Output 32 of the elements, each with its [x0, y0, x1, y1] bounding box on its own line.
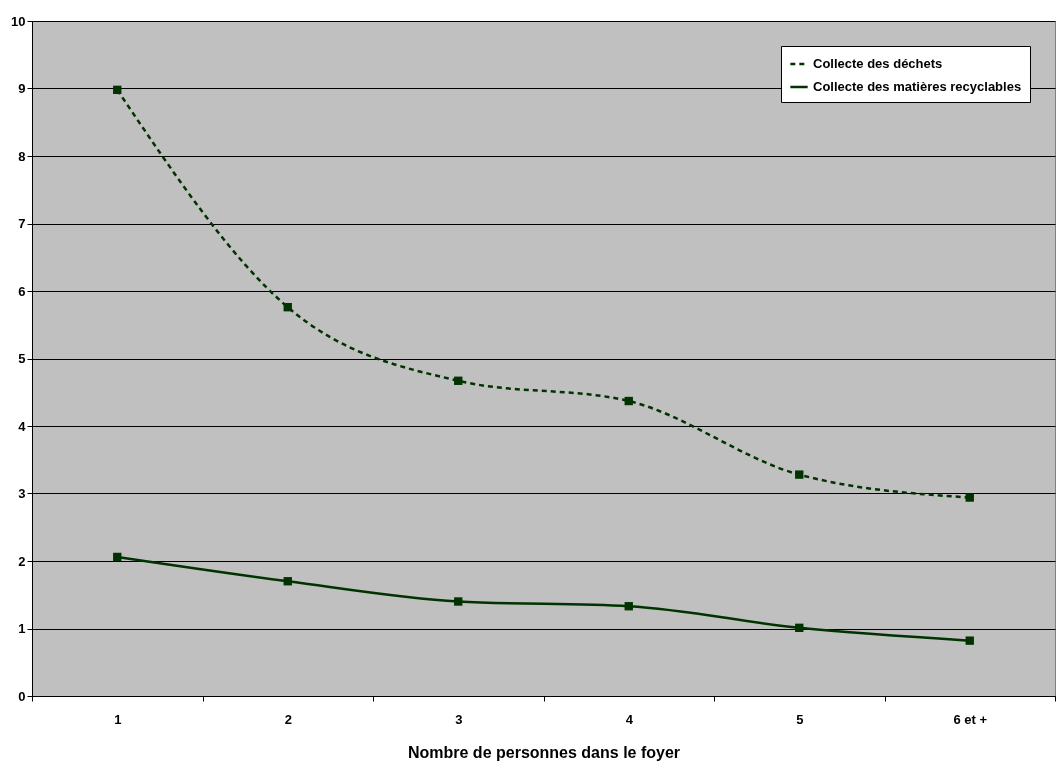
x-tick-label: 1: [114, 711, 122, 727]
x-tick-label: 4: [625, 711, 634, 727]
y-tick-label: 10: [11, 13, 26, 29]
x-tick-label: 5: [796, 711, 804, 727]
y-tick-label: 3: [18, 486, 26, 501]
x-tick-label: 6 et +: [953, 711, 988, 727]
y-tick-label: 8: [18, 148, 26, 164]
legend-label: Collecte des déchets: [813, 56, 943, 71]
x-tick-label: 2: [284, 711, 292, 727]
y-tick-label: 4: [18, 418, 27, 434]
point: [624, 396, 633, 406]
legend-label: Collecte des matières recyclables: [813, 79, 1022, 94]
point: [795, 623, 804, 633]
y-tick-label: 1: [18, 621, 26, 636]
y-tick-label: 6: [18, 283, 26, 299]
x-tick-label: 3: [455, 711, 463, 727]
y-tick-label: 5: [18, 351, 26, 366]
point: [795, 470, 804, 479]
point: [283, 577, 292, 586]
y-tick-label: 7: [18, 216, 26, 231]
point: [624, 602, 633, 611]
y-tick-label: 2: [18, 553, 26, 569]
y-tick-label: 0: [18, 688, 26, 704]
point: [965, 493, 974, 502]
point: [454, 376, 463, 385]
point: [283, 303, 292, 312]
x-axis-title: Nombre de personnes dans le foyer: [407, 743, 681, 761]
y-tick-label: 9: [18, 81, 26, 96]
point: [454, 597, 463, 606]
point: [965, 636, 974, 645]
point: [113, 552, 122, 562]
point: [113, 85, 122, 95]
